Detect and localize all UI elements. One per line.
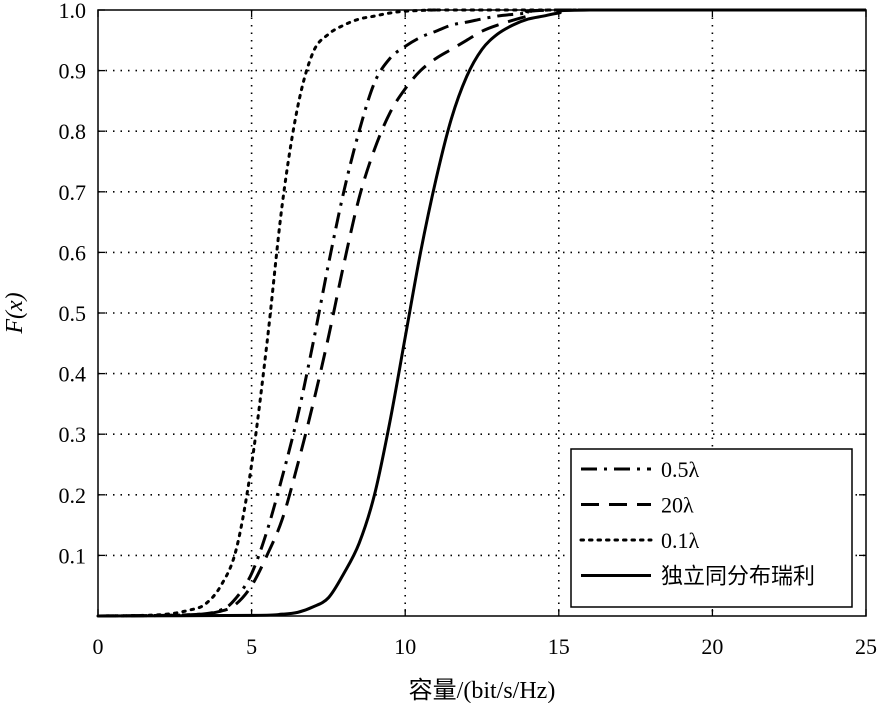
- legend-label-2: 0.1λ: [661, 528, 700, 553]
- legend: 0.5λ 20λ 0.1λ 独立同分布瑞利: [570, 448, 853, 608]
- x-tick-label-4: 20: [701, 634, 723, 659]
- y-tick-label-9: 1.0: [59, 0, 87, 23]
- series-line-0: [97, 8, 866, 618]
- legend-label-3: 独立同分布瑞利: [661, 564, 815, 589]
- y-tick-label-8: 0.9: [59, 59, 87, 84]
- y-tick-label-5: 0.6: [59, 240, 87, 265]
- x-tick-label-3: 15: [548, 634, 570, 659]
- y-axis-label: F(x): [2, 292, 28, 334]
- legend-label-0: 0.5λ: [661, 457, 700, 482]
- series-line-3: [97, 8, 866, 618]
- x-tick-label-2: 10: [394, 634, 416, 659]
- ticks: 0 5 10 15 20 25 0.1 0.2 0.3 0.4 0.5 0.6 0.7 0.8 0.9 1.0: [59, 0, 878, 659]
- x-tick-label-5: 25: [855, 634, 877, 659]
- y-tick-label-7: 0.8: [59, 119, 87, 144]
- y-tick-label-4: 0.5: [59, 301, 87, 326]
- x-tick-label-1: 5: [246, 634, 257, 659]
- x-tick-label-0: 0: [93, 634, 104, 659]
- y-tick-label-1: 0.2: [59, 483, 87, 508]
- legend-box: [570, 448, 853, 608]
- y-tick-label-6: 0.7: [59, 180, 87, 205]
- series-line-1: [97, 8, 866, 618]
- grid: [98, 10, 866, 616]
- y-tick-label-0: 0.1: [59, 543, 87, 568]
- y-tick-label-2: 0.3: [59, 422, 87, 447]
- y-tick-label-3: 0.4: [59, 362, 87, 387]
- x-axis-label: 容量/(bit/s/Hz): [409, 677, 556, 703]
- legend-label-1: 20λ: [661, 493, 694, 518]
